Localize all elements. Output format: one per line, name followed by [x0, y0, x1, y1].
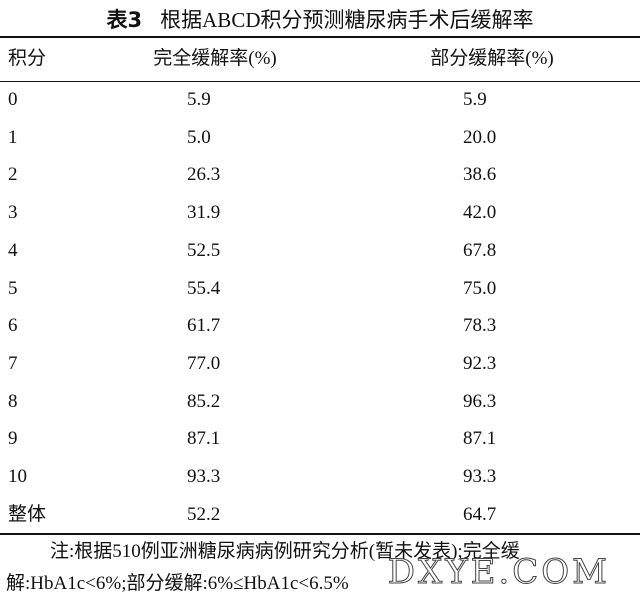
cell-value: 26.3	[187, 164, 221, 186]
cell-value: 96.3	[463, 390, 497, 412]
cell-value: 61.7	[187, 315, 221, 337]
header-rule	[0, 81, 640, 82]
title-text: 根据ABCD积分预测糖尿病手术后缓解率	[160, 8, 534, 32]
row-label: 2	[8, 164, 18, 186]
cell-value: 38.6	[463, 164, 497, 186]
row-label: 8	[8, 390, 18, 412]
table-label: 表3	[106, 8, 143, 32]
row-label: 6	[8, 315, 18, 337]
row-label: 3	[8, 202, 18, 224]
cell-value: 31.9	[187, 202, 221, 224]
header-cell: 完全缓解率(%)	[153, 48, 277, 69]
cell-value: 77.0	[187, 352, 221, 374]
cell-value: 55.4	[187, 277, 221, 299]
cell-value: 5.9	[187, 89, 211, 110]
row-label: 9	[8, 428, 18, 450]
cell-value: 52.5	[187, 239, 221, 261]
cell-value: 64.7	[463, 503, 497, 525]
row-label: 整体	[8, 503, 47, 525]
cell-value: 87.1	[463, 428, 497, 450]
cell-value: 93.3	[187, 466, 221, 487]
cell-value: 93.3	[463, 466, 497, 487]
cell-value: 52.2	[187, 503, 221, 525]
cell-value: 78.3	[463, 315, 497, 337]
bottom-rule	[0, 533, 640, 535]
cell-value: 5.0	[187, 126, 211, 148]
top-rule	[0, 36, 640, 38]
cell-value: 85.2	[187, 390, 221, 412]
row-label: 4	[8, 239, 18, 261]
watermark: DXYE.COM	[387, 552, 610, 593]
cell-value: 67.8	[463, 239, 497, 261]
row-label: 10	[8, 466, 27, 487]
row-label: 5	[8, 277, 18, 299]
row-label: 7	[8, 352, 18, 374]
row-label: 0	[8, 89, 18, 110]
table-note: 注:根据510例亚洲糖尿病病例研究分析(暂未发表);完全缓解:HbA1c<6%;…	[6, 541, 520, 594]
cell-value: 42.0	[463, 202, 497, 224]
header-cell: 部分缓解率(%)	[430, 48, 554, 69]
cell-value: 5.9	[463, 89, 487, 110]
cell-value: 20.0	[463, 126, 497, 148]
table-title: 表3 根据ABCD积分预测糖尿病手术后缓解率	[0, 4, 640, 34]
cell-value: 75.0	[463, 277, 497, 299]
cell-value: 87.1	[187, 428, 221, 450]
cell-value: 92.3	[463, 352, 497, 374]
header-cell: 积分	[8, 48, 47, 69]
row-label: 1	[8, 126, 18, 148]
